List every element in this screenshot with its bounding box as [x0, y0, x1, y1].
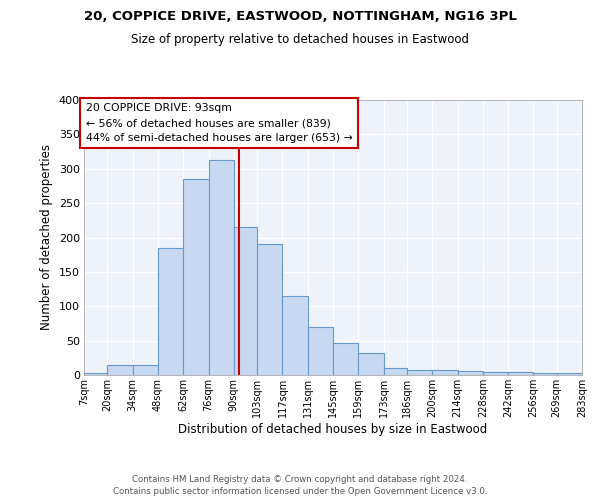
Text: 20, COPPICE DRIVE, EASTWOOD, NOTTINGHAM, NG16 3PL: 20, COPPICE DRIVE, EASTWOOD, NOTTINGHAM,… — [83, 10, 517, 23]
Text: Size of property relative to detached houses in Eastwood: Size of property relative to detached ho… — [131, 32, 469, 46]
Bar — [508, 372, 533, 375]
Bar — [432, 370, 458, 375]
Bar — [358, 353, 383, 375]
Text: Contains HM Land Registry data © Crown copyright and database right 2024.: Contains HM Land Registry data © Crown c… — [132, 475, 468, 484]
Bar — [257, 244, 283, 375]
Bar — [533, 373, 557, 375]
Bar — [283, 296, 308, 375]
Bar — [209, 160, 234, 375]
Bar — [107, 364, 133, 375]
Bar — [557, 373, 582, 375]
Bar — [458, 371, 483, 375]
Bar — [133, 364, 158, 375]
Text: Contains public sector information licensed under the Open Government Licence v3: Contains public sector information licen… — [113, 488, 487, 496]
Bar — [183, 179, 209, 375]
Bar — [383, 368, 407, 375]
Text: Distribution of detached houses by size in Eastwood: Distribution of detached houses by size … — [178, 422, 488, 436]
Bar — [483, 372, 508, 375]
Bar — [84, 373, 107, 375]
Bar — [158, 248, 183, 375]
Bar — [308, 327, 333, 375]
Y-axis label: Number of detached properties: Number of detached properties — [40, 144, 53, 330]
Bar — [407, 370, 432, 375]
Text: 20 COPPICE DRIVE: 93sqm
← 56% of detached houses are smaller (839)
44% of semi-d: 20 COPPICE DRIVE: 93sqm ← 56% of detache… — [86, 104, 353, 143]
Bar — [333, 342, 358, 375]
Bar — [234, 227, 257, 375]
